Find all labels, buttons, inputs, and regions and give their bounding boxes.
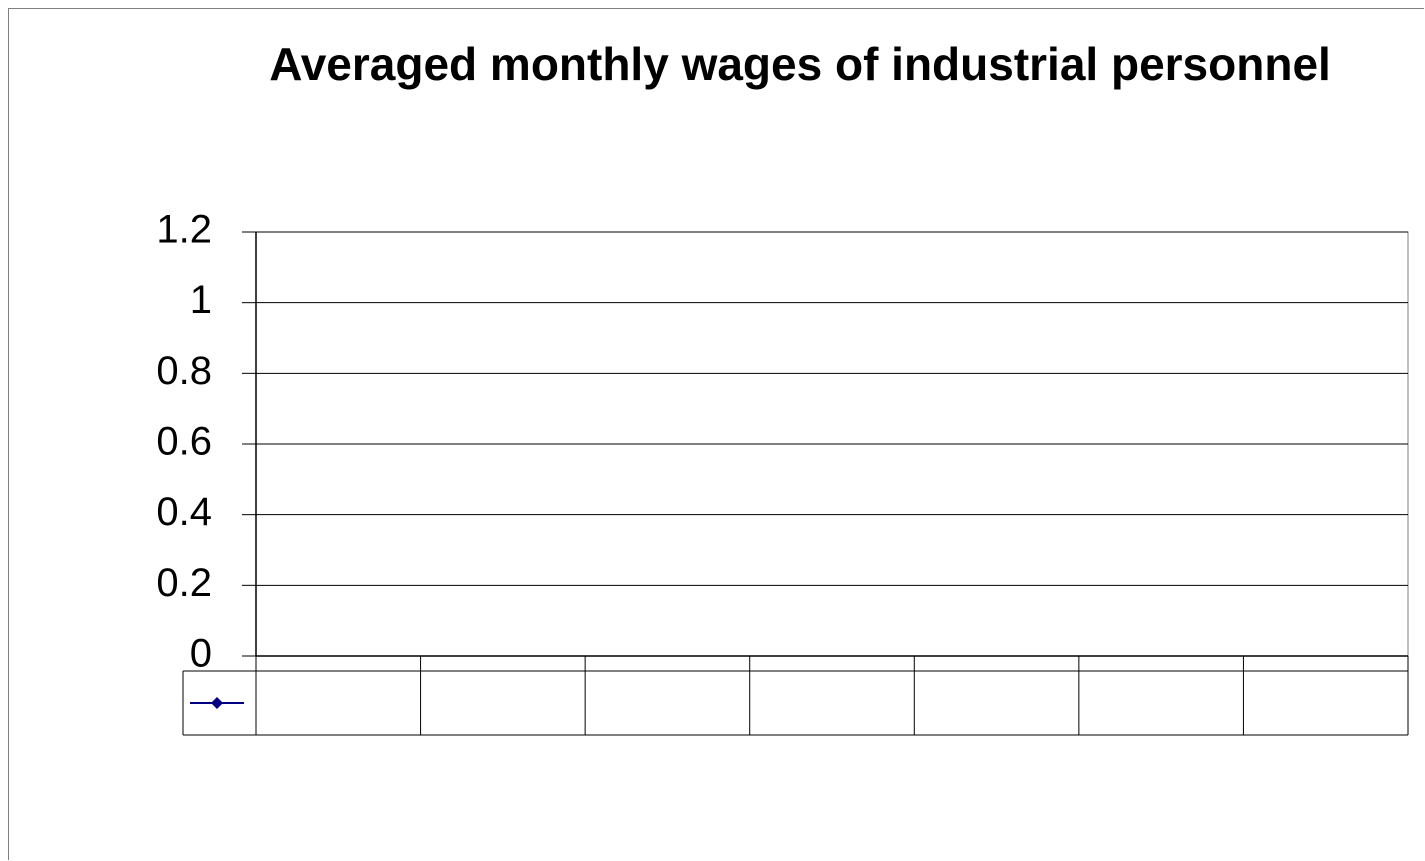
chart-border — [8, 8, 1424, 860]
y-tick-label: 0.8 — [156, 349, 212, 393]
y-tick-label: 0 — [190, 632, 212, 676]
chart-title: Averaged monthly wages of industrial per… — [269, 38, 1331, 90]
legend-key-marker — [211, 697, 223, 709]
y-tick-label: 0.6 — [156, 420, 212, 464]
y-tick-label: 0.4 — [156, 490, 212, 534]
y-tick-label: 1.2 — [156, 208, 212, 252]
y-tick-label: 1 — [190, 278, 212, 322]
y-tick-label: 0.2 — [156, 561, 212, 605]
